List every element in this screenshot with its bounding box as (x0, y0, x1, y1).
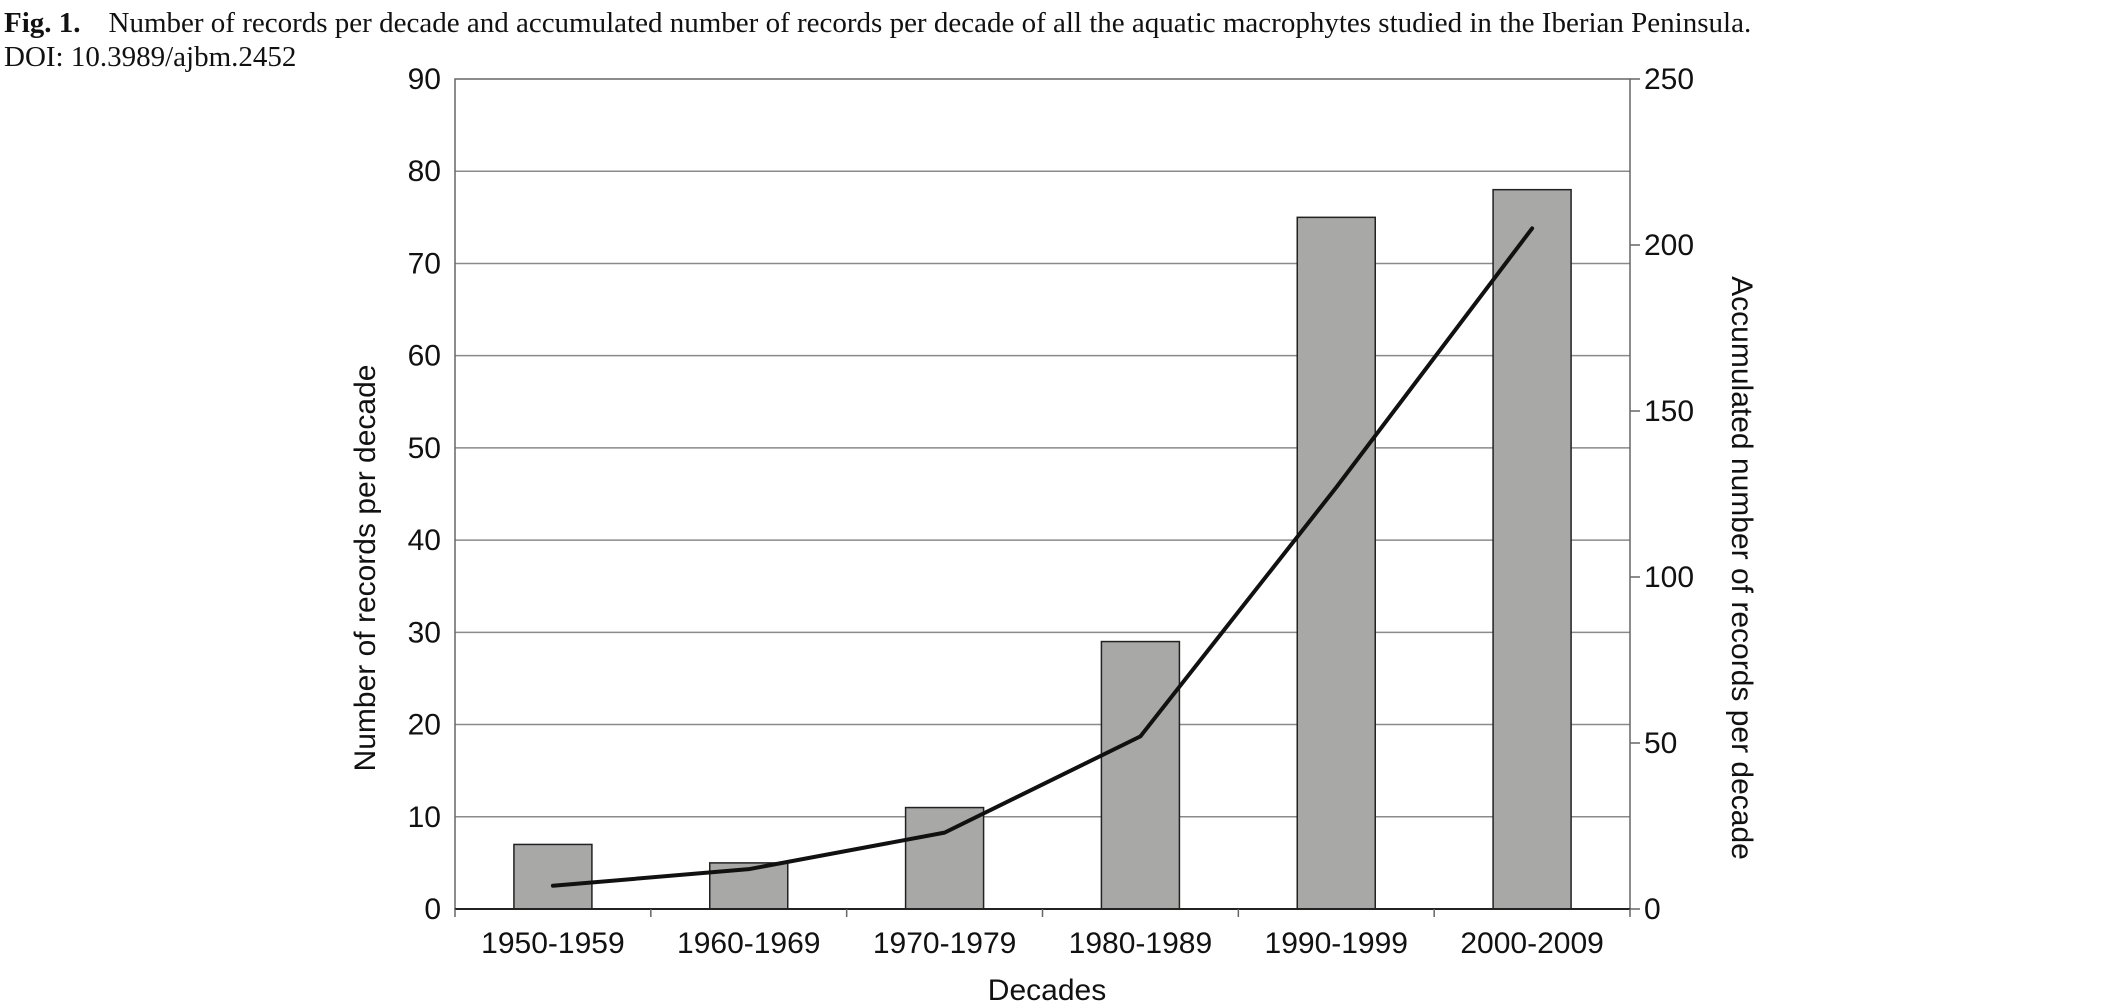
y-tick-label-left: 30 (408, 616, 441, 649)
y-tick-label-right: 50 (1644, 727, 1677, 760)
y-tick-label-right: 250 (1644, 63, 1694, 96)
y-axis-label-left: Number of records per decade (349, 365, 382, 772)
y-tick-label-left: 70 (408, 247, 441, 280)
x-tick-label: 1980-1989 (1069, 927, 1212, 960)
gridlines (455, 170, 1630, 818)
y-tick-label-left: 10 (408, 801, 441, 834)
x-tick-label: 2000-2009 (1460, 927, 1603, 960)
x-tick-label: 1990-1999 (1265, 927, 1408, 960)
bar-1970-1979 (904, 806, 985, 910)
line-point-1980-1989 (1139, 735, 1141, 737)
x-tick-label: 1950-1959 (481, 927, 624, 960)
figure-label: Fig. 1. (4, 7, 81, 39)
caption-text: Number of records per decade and accumul… (108, 7, 1752, 39)
bar-1990-1999 (1296, 216, 1376, 910)
line-point-1960-1969 (748, 868, 750, 870)
right-axis-ticks: 0 50 100 150 200 250 (1630, 63, 1694, 926)
bar-2000-2009 (1492, 188, 1572, 910)
x-tick-label: 1970-1979 (873, 927, 1016, 960)
left-axis-ticks: 0 10 20 30 40 50 60 70 80 90 (408, 63, 441, 926)
y-tick-label-left: 40 (408, 524, 441, 557)
x-axis-ticks: 1950-1959 1960-1969 1970-1979 1980-1989 1990… (454, 909, 1631, 960)
bar-1980-1989 (1100, 640, 1181, 910)
y-tick-label-left: 20 (408, 709, 441, 742)
y-tick-label-left: 90 (408, 63, 441, 96)
y-tick-label-left: 60 (408, 340, 441, 373)
y-tick-label-right: 150 (1644, 395, 1694, 428)
figure-caption: Fig. 1. Number of records per decade and … (4, 6, 2104, 74)
caption-line: Fig. 1. Number of records per decade and … (4, 6, 2104, 40)
y-tick-label-left: 0 (424, 893, 441, 926)
accumulated-line (550, 226, 1535, 888)
y-tick-label-left: 50 (408, 432, 441, 465)
bar-1950-1959 (513, 843, 593, 910)
bar-series (513, 188, 1572, 910)
x-axis-label: Decades (988, 974, 1106, 1007)
y-tick-label-right: 100 (1644, 561, 1694, 594)
line-point-1990-1999 (1335, 486, 1337, 488)
x-tick-label: 1960-1969 (677, 927, 820, 960)
y-tick-label-right: 0 (1644, 893, 1661, 926)
line-point-1970-1979 (944, 832, 946, 834)
line-series (550, 226, 1535, 888)
y-tick-label-right: 200 (1644, 229, 1694, 262)
caption-doi: DOI: 10.3989/ajbm.2452 (4, 41, 297, 73)
y-tick-label-left: 80 (408, 155, 441, 188)
y-axis-label-right: Accumulated number of records per decade (1725, 276, 1758, 860)
line-point-1950-1959 (552, 885, 554, 887)
line-point-2000-2009 (1531, 227, 1533, 229)
